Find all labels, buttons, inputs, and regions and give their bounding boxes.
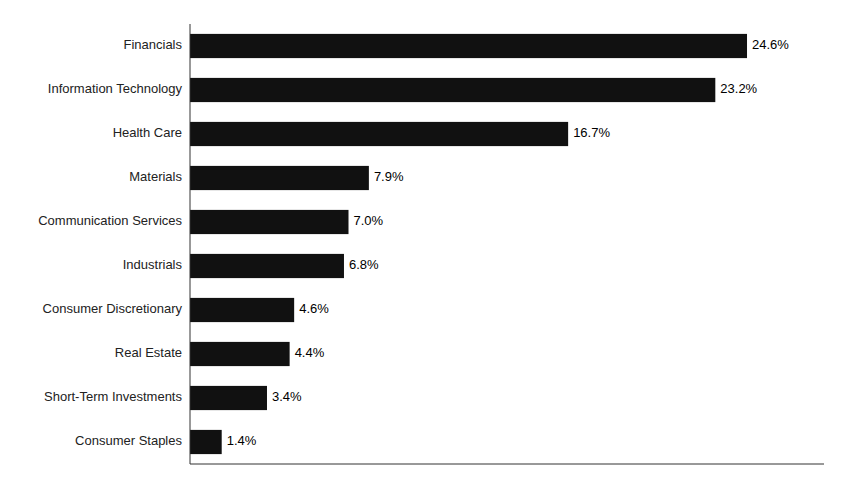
y-axis-line [190,24,191,464]
data-label: 6.8% [349,257,379,272]
bar [190,386,267,410]
data-label: 4.6% [299,301,329,316]
category-label: Health Care [113,125,182,140]
category-label: Consumer Staples [75,433,182,448]
category-label: Consumer Discretionary [43,301,183,316]
bar [190,122,568,146]
bar [190,430,222,454]
category-label: Financials [123,37,182,52]
chart: Consumer Staples Short-Term Investments Re… [0,0,864,504]
bar [190,34,747,58]
data-label: 4.4% [295,345,325,360]
data-label: 23.2% [720,81,757,96]
bar [190,342,290,366]
data-label: 7.9% [374,169,404,184]
category-label: Communication Services [38,213,182,228]
data-label: 3.4% [272,389,302,404]
category-label: Real Estate [115,345,182,360]
category-label: Industrials [123,257,183,272]
category-label: Information Technology [48,81,183,96]
bar [190,298,294,322]
data-label: 24.6% [752,37,789,52]
bar [190,254,344,278]
data-label: 16.7% [573,125,610,140]
category-label: Short-Term Investments [44,389,182,404]
bar [190,210,349,234]
x-axis-line [190,464,824,465]
category-label: Materials [129,169,182,184]
bar [190,166,369,190]
data-label: 1.4% [227,433,257,448]
bars [190,34,747,454]
bar [190,78,715,102]
data-label: 7.0% [354,213,384,228]
